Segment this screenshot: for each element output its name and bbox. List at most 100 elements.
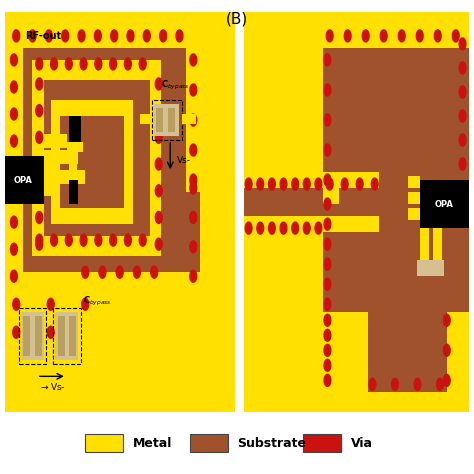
Circle shape bbox=[47, 326, 54, 338]
Circle shape bbox=[36, 105, 43, 117]
Bar bbox=[152, 100, 182, 140]
Bar bbox=[35, 284, 44, 373]
Circle shape bbox=[47, 298, 54, 310]
Bar bbox=[35, 316, 42, 356]
Bar bbox=[58, 316, 64, 356]
Circle shape bbox=[139, 234, 146, 246]
Circle shape bbox=[155, 185, 162, 197]
Circle shape bbox=[36, 234, 43, 246]
Circle shape bbox=[62, 30, 69, 42]
Circle shape bbox=[443, 374, 450, 386]
Circle shape bbox=[82, 266, 89, 278]
Circle shape bbox=[51, 234, 57, 246]
Circle shape bbox=[190, 182, 197, 194]
Circle shape bbox=[190, 144, 197, 156]
Circle shape bbox=[10, 270, 18, 282]
Bar bbox=[67, 284, 76, 373]
Bar bbox=[5, 156, 44, 204]
Bar bbox=[51, 100, 60, 224]
Circle shape bbox=[280, 222, 287, 234]
Circle shape bbox=[459, 110, 466, 122]
Bar bbox=[419, 180, 469, 228]
Bar bbox=[303, 434, 341, 452]
Bar bbox=[433, 228, 442, 260]
Text: OPA: OPA bbox=[435, 200, 454, 209]
Bar bbox=[67, 142, 83, 152]
Circle shape bbox=[176, 30, 183, 42]
Bar bbox=[44, 184, 55, 196]
Circle shape bbox=[324, 218, 331, 230]
Bar bbox=[323, 192, 469, 312]
Circle shape bbox=[10, 81, 18, 93]
Circle shape bbox=[292, 178, 299, 190]
Bar bbox=[0, 184, 5, 196]
Circle shape bbox=[111, 30, 118, 42]
Bar bbox=[51, 208, 131, 224]
Bar bbox=[418, 260, 431, 276]
Circle shape bbox=[324, 298, 331, 310]
Text: $\mathbf{C}_{bypass}$: $\mathbf{C}_{bypass}$ bbox=[161, 79, 190, 92]
Circle shape bbox=[190, 84, 197, 96]
Circle shape bbox=[125, 58, 131, 70]
Bar bbox=[69, 116, 81, 144]
Circle shape bbox=[29, 30, 36, 42]
Bar bbox=[32, 60, 177, 256]
Circle shape bbox=[160, 30, 166, 42]
Circle shape bbox=[78, 30, 85, 42]
Circle shape bbox=[10, 108, 18, 120]
Circle shape bbox=[190, 54, 197, 66]
Text: RF-out: RF-out bbox=[26, 31, 62, 41]
Circle shape bbox=[398, 30, 405, 42]
Bar bbox=[32, 60, 44, 256]
Circle shape bbox=[280, 178, 287, 190]
Circle shape bbox=[155, 105, 162, 117]
Bar bbox=[51, 84, 143, 224]
Circle shape bbox=[303, 178, 310, 190]
Circle shape bbox=[151, 266, 158, 278]
Circle shape bbox=[13, 326, 20, 338]
Circle shape bbox=[459, 86, 466, 98]
Circle shape bbox=[459, 158, 466, 170]
Bar bbox=[431, 260, 445, 276]
Bar bbox=[21, 312, 44, 360]
Bar bbox=[124, 100, 134, 224]
Circle shape bbox=[10, 216, 18, 228]
Bar bbox=[244, 172, 379, 188]
Bar bbox=[32, 60, 159, 80]
Circle shape bbox=[303, 222, 310, 234]
Bar bbox=[156, 108, 164, 132]
Circle shape bbox=[324, 344, 331, 356]
Bar bbox=[244, 172, 379, 232]
Circle shape bbox=[268, 178, 275, 190]
Circle shape bbox=[134, 266, 140, 278]
Bar bbox=[44, 134, 67, 148]
Circle shape bbox=[36, 78, 43, 90]
Bar bbox=[140, 114, 152, 124]
Text: Vs-: Vs- bbox=[177, 155, 191, 164]
Circle shape bbox=[362, 30, 369, 42]
Bar bbox=[409, 192, 419, 204]
Circle shape bbox=[344, 30, 351, 42]
Circle shape bbox=[155, 158, 162, 170]
Circle shape bbox=[356, 178, 363, 190]
Bar bbox=[9, 32, 200, 292]
Bar bbox=[53, 308, 81, 365]
Circle shape bbox=[190, 241, 197, 253]
Circle shape bbox=[13, 30, 20, 42]
Bar bbox=[44, 170, 85, 184]
Circle shape bbox=[10, 243, 18, 255]
Bar bbox=[409, 176, 419, 188]
Circle shape bbox=[36, 158, 43, 170]
Bar bbox=[419, 228, 428, 260]
Circle shape bbox=[443, 314, 450, 326]
Circle shape bbox=[324, 359, 331, 371]
Bar bbox=[23, 316, 30, 356]
Circle shape bbox=[324, 314, 331, 326]
Circle shape bbox=[437, 378, 443, 391]
Bar bbox=[168, 108, 175, 132]
Circle shape bbox=[245, 178, 252, 190]
Bar bbox=[186, 144, 235, 164]
Circle shape bbox=[324, 144, 331, 156]
Circle shape bbox=[459, 134, 466, 146]
Bar bbox=[69, 180, 78, 204]
